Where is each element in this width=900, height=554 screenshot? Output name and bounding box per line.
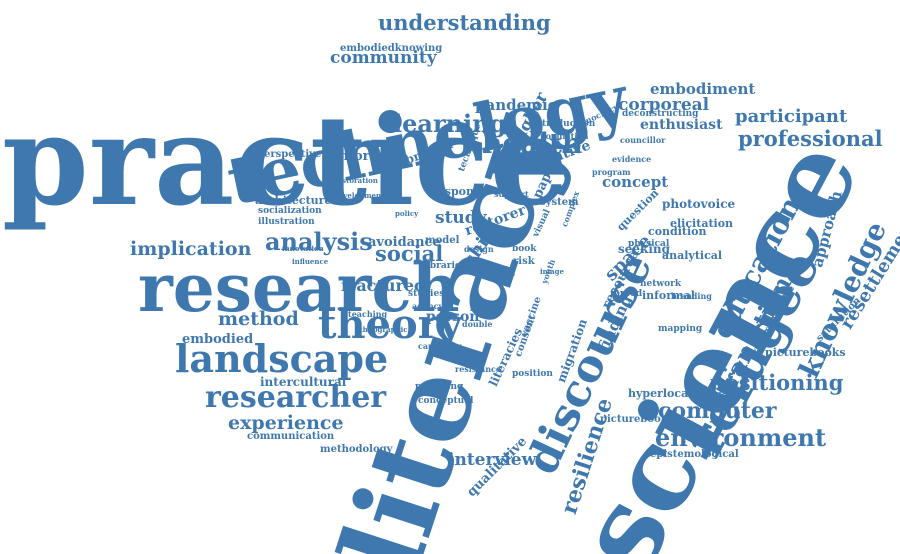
word-positioning: positioning <box>710 370 844 395</box>
word-analysis: analysis <box>265 227 373 256</box>
word-image: image <box>540 267 564 276</box>
word-practice: practice <box>2 89 569 234</box>
word-architecture: architecture <box>255 194 332 207</box>
word-hyperlocal: hyperlocal <box>628 387 693 400</box>
word-epistemological: epistemological <box>650 449 739 460</box>
word-restoration: restoration <box>334 176 378 185</box>
word-risk: risk <box>513 256 535 267</box>
word-condition: condition <box>648 225 707 238</box>
word-agency: agency <box>412 301 444 311</box>
word-resistance: resistance <box>455 364 502 374</box>
word-mapping: mapping <box>658 324 703 334</box>
word-understanding: understanding <box>378 10 551 35</box>
word-experience: experience <box>228 412 344 434</box>
word-conceptual: conceptual <box>418 396 474 406</box>
word-health: health <box>482 127 583 160</box>
word-perspective: perspective <box>257 149 322 160</box>
word-embodiment: embodiment <box>650 80 756 98</box>
word-position: position <box>512 369 553 379</box>
word-embodied: embodied <box>182 332 254 347</box>
word-researcher: researcher <box>205 380 387 415</box>
word-learning: learning <box>393 109 507 138</box>
word-informal: informal <box>642 289 695 302</box>
word-response: response <box>432 185 488 198</box>
word-embodiedknowing: embodiedknowing <box>340 43 443 54</box>
word-corporeal: corporeal <box>618 95 710 115</box>
word-illustration: illustration <box>258 217 315 227</box>
word-fractured: fractured <box>341 276 426 295</box>
word-deconstructing: deconstructing <box>622 109 699 119</box>
word-double: double <box>462 319 493 329</box>
word-social: social <box>375 241 444 266</box>
word-evidence: evidence <box>612 154 652 164</box>
word-pandemic: pandemic <box>475 96 557 114</box>
word-support: support <box>494 189 529 199</box>
word-landscape: landscape <box>175 336 389 381</box>
word-branding: branding <box>671 291 712 301</box>
word-professional: professional <box>738 126 883 151</box>
word-influence: influence <box>292 257 329 266</box>
word-picturebooks: picturebooks <box>765 346 846 359</box>
word-population: population <box>540 131 589 141</box>
word-photovoice: photovoice <box>662 197 736 211</box>
word-innovation: innovation <box>282 244 324 253</box>
word-research: research <box>138 249 460 327</box>
word-policy: policy <box>395 209 419 218</box>
word-design: design <box>464 244 494 254</box>
word-teaching: teaching <box>348 309 388 319</box>
word-ethnographic: ethnographic <box>355 325 408 334</box>
word-introduction: introduction <box>532 119 596 129</box>
word-remaking: remaking <box>415 382 464 392</box>
word-network: network <box>640 279 682 289</box>
word-development: development <box>334 191 385 200</box>
word-methodology: methodology <box>320 444 393 455</box>
word-public: public <box>470 301 498 311</box>
word-computer: computer <box>658 398 777 424</box>
word-avoidance: avoidance <box>368 235 441 250</box>
word-participant: participant <box>735 106 848 127</box>
word-enthusiast: enthusiast <box>640 117 723 133</box>
word-community: community <box>330 48 437 68</box>
word-intercultural: intercultural <box>260 375 347 389</box>
word-model: model <box>425 235 460 246</box>
word-informed: informed <box>334 149 401 164</box>
word-elicitation: elicitation <box>670 217 734 230</box>
word-analytical: analytical <box>662 249 723 262</box>
word-capturing: capturing <box>418 341 462 351</box>
word-method: method <box>218 308 299 330</box>
word-libraries: libraries <box>423 261 466 271</box>
word-concept: concept <box>602 173 669 191</box>
word-person: person <box>426 309 480 325</box>
word-place: place <box>482 264 509 274</box>
word-ethic: ethic <box>490 269 516 279</box>
word-picturebook: picturebook <box>600 414 668 425</box>
word-book: book <box>512 244 537 254</box>
word-councillor: councillor <box>620 135 666 145</box>
word-forced: forced <box>610 289 643 299</box>
word-theory: theory <box>318 301 463 348</box>
word-seeking: seeking <box>618 242 671 256</box>
word-studies: studies <box>408 289 445 299</box>
word-program: program <box>592 167 631 177</box>
word-study: study <box>435 208 487 228</box>
word-socialization: socialization <box>258 206 322 216</box>
word-implication: implication <box>130 238 252 260</box>
word-physical: physical <box>628 239 670 249</box>
word-communication: communication <box>247 431 335 442</box>
word-environment: environment <box>655 423 827 452</box>
word-system: system <box>540 197 579 208</box>
word-interview: interview <box>448 450 537 470</box>
